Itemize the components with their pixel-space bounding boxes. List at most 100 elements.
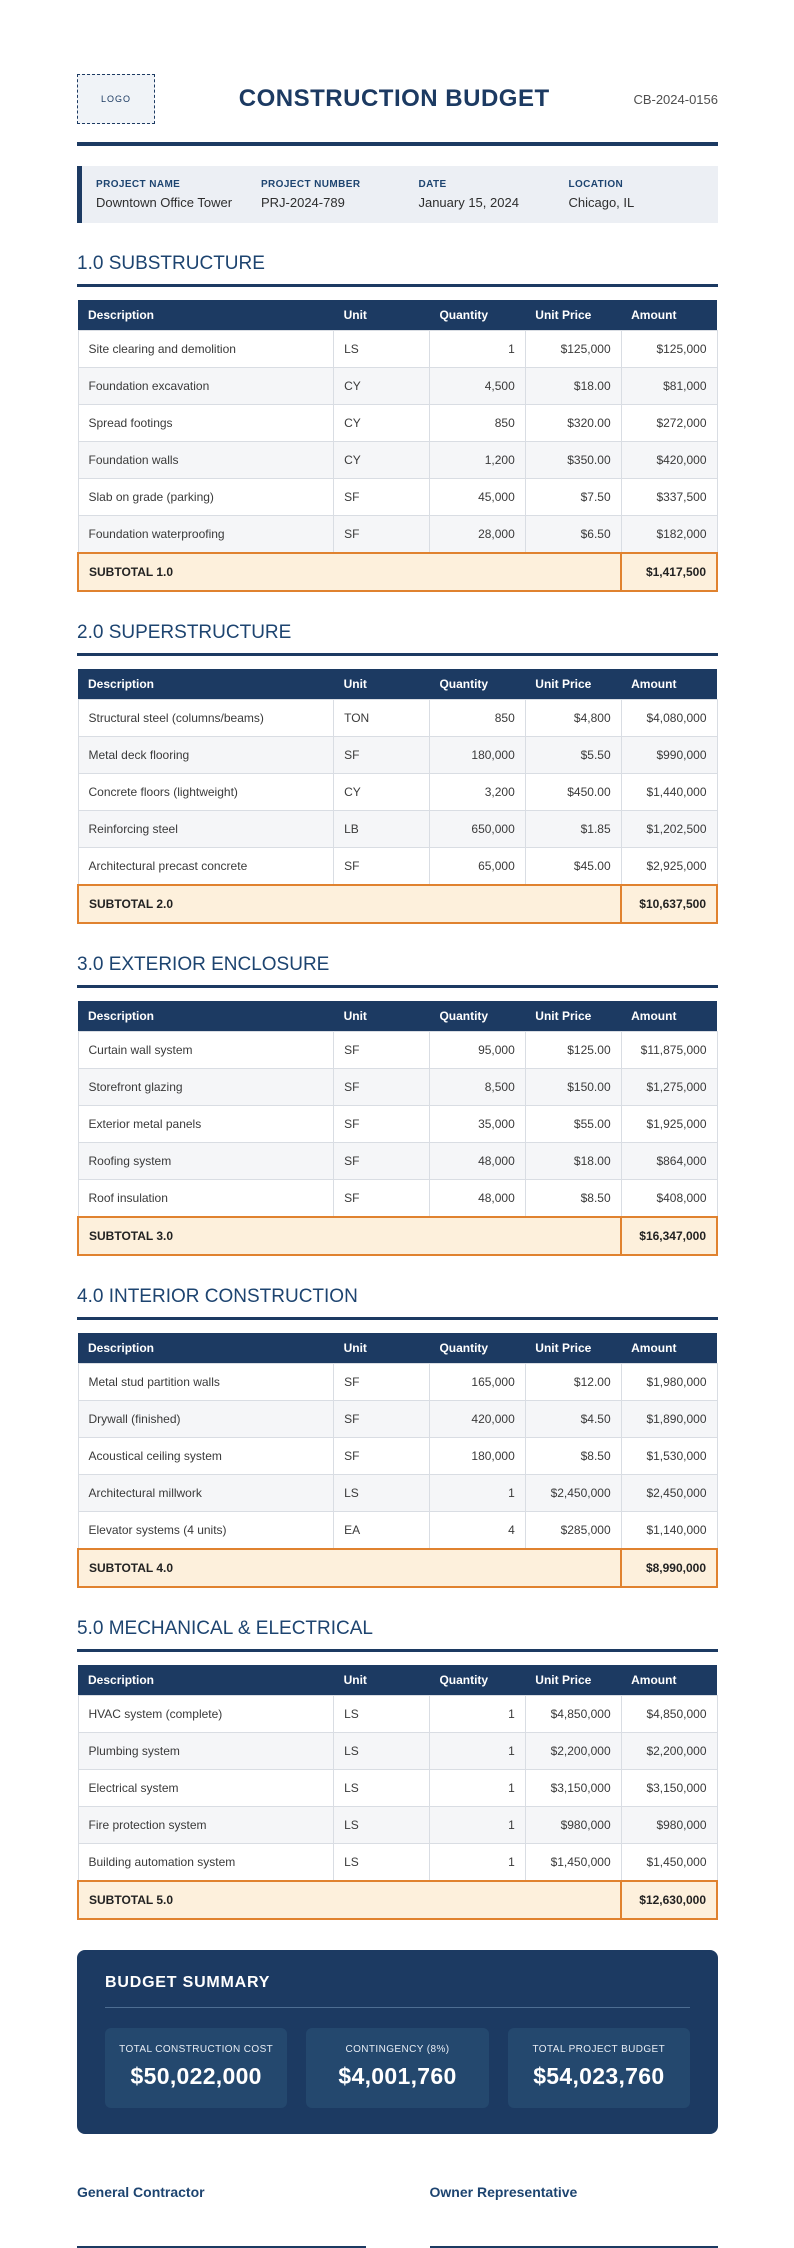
line-item-row: Site clearing and demolition LS 1 $125,000 $… bbox=[77, 330, 718, 368]
item-description: Slab on grade (parking) bbox=[77, 478, 335, 516]
line-item-row: Fire protection system LS 1 $980,000 $980,00… bbox=[77, 1806, 718, 1844]
item-quantity: 45,000 bbox=[428, 478, 526, 516]
item-unit-price: $45.00 bbox=[524, 847, 622, 886]
item-unit: SF bbox=[333, 1437, 430, 1475]
item-unit: SF bbox=[333, 1105, 430, 1143]
item-unit: SF bbox=[333, 847, 430, 886]
item-unit-price: $1.85 bbox=[524, 810, 622, 848]
document-title: CONSTRUCTION BUDGET bbox=[238, 85, 550, 112]
line-item-row: Reinforcing steel LB 650,000 $1.85 $1,202,50… bbox=[77, 810, 718, 848]
budget-section: 5.0 MECHANICAL & ELECTRICAL Description U… bbox=[76, 1618, 718, 1920]
general-contractor-signature-block: General Contractor Name: _______________… bbox=[77, 2184, 366, 2248]
line-item-row: Storefront glazing SF 8,500 $150.00 $1,275,0… bbox=[77, 1068, 718, 1106]
project-number-value: PRJ-2024-789 bbox=[260, 195, 345, 210]
item-unit: SF bbox=[333, 1142, 430, 1180]
total-construction-cost-value: $50,022,000 bbox=[130, 2063, 262, 2089]
item-amount: $11,875,000 bbox=[620, 1031, 718, 1069]
item-unit: CY bbox=[333, 404, 430, 442]
item-amount: $1,890,000 bbox=[620, 1400, 718, 1438]
item-unit-price: $2,200,000 bbox=[524, 1732, 622, 1770]
project-name-field: PROJECT NAME Downtown Office Tower bbox=[96, 179, 253, 210]
item-unit-price: $12.00 bbox=[524, 1363, 622, 1401]
budget-table: Description Unit Quantity Unit Price Amount … bbox=[76, 1333, 718, 1588]
column-header: Description bbox=[78, 300, 334, 331]
item-unit-price: $350.00 bbox=[524, 441, 622, 479]
project-number-label: PROJECT NUMBER bbox=[260, 179, 361, 190]
table-header-row: Description Unit Quantity Unit Price Amount bbox=[78, 1665, 717, 1696]
item-description: Building automation system bbox=[77, 1843, 335, 1882]
item-quantity: 65,000 bbox=[428, 847, 526, 886]
column-header: Quantity bbox=[429, 1665, 526, 1696]
section-title: 4.0 INTERIOR CONSTRUCTION bbox=[77, 1286, 718, 1320]
item-unit-price: $55.00 bbox=[524, 1105, 622, 1143]
item-description: Curtain wall system bbox=[77, 1031, 335, 1069]
item-quantity: 95,000 bbox=[428, 1031, 526, 1069]
budget-section: 1.0 SUBSTRUCTURE Description Unit Quantity… bbox=[76, 253, 718, 592]
subtotal-amount: $16,347,000 bbox=[620, 1216, 718, 1256]
item-amount: $1,980,000 bbox=[620, 1363, 718, 1401]
item-unit-price: $150.00 bbox=[524, 1068, 622, 1106]
column-header: Unit Price bbox=[525, 1333, 622, 1364]
item-description: Acoustical ceiling system bbox=[77, 1437, 335, 1475]
item-unit-price: $8.50 bbox=[524, 1437, 622, 1475]
subtotal-label: SUBTOTAL 3.0 bbox=[76, 1216, 623, 1256]
subtotal-row: SUBTOTAL 5.0 $12,630,000 bbox=[76, 1880, 718, 1920]
line-item-row: Drywall (finished) SF 420,000 $4.50 $1,890,0… bbox=[77, 1400, 718, 1438]
contingency-card: CONTINGENCY (8%) $4,001,760 bbox=[306, 2028, 489, 2108]
owner-representative-heading: Owner Representative bbox=[429, 2184, 578, 2200]
item-unit: SF bbox=[333, 1363, 430, 1401]
column-header: Unit bbox=[333, 1665, 430, 1696]
item-unit-price: $4.50 bbox=[524, 1400, 622, 1438]
column-header: Unit bbox=[333, 300, 430, 331]
subtotal-row: SUBTOTAL 2.0 $10,637,500 bbox=[76, 884, 718, 924]
item-description: Metal deck flooring bbox=[77, 736, 335, 774]
item-amount: $1,450,000 bbox=[620, 1843, 718, 1882]
date-label: DATE bbox=[418, 179, 447, 190]
table-header-row: Description Unit Quantity Unit Price Amount bbox=[78, 1001, 717, 1032]
column-header: Unit Price bbox=[525, 669, 622, 700]
line-item-row: Building automation system LS 1 $1,450,000 $… bbox=[77, 1843, 718, 1882]
item-quantity: 35,000 bbox=[428, 1105, 526, 1143]
table-header-row: Description Unit Quantity Unit Price Amount bbox=[78, 1333, 717, 1364]
item-quantity: 180,000 bbox=[428, 736, 526, 774]
item-description: Plumbing system bbox=[77, 1732, 335, 1770]
item-quantity: 650,000 bbox=[428, 810, 526, 848]
item-amount: $4,080,000 bbox=[620, 699, 718, 737]
budget-table: Description Unit Quantity Unit Price Amount … bbox=[76, 669, 718, 924]
item-amount: $864,000 bbox=[620, 1142, 718, 1180]
column-header: Unit bbox=[333, 669, 430, 700]
location-field: LOCATION Chicago, IL bbox=[568, 179, 718, 210]
item-unit-price: $2,450,000 bbox=[524, 1474, 622, 1512]
column-header: Unit bbox=[333, 1333, 430, 1364]
item-unit-price: $980,000 bbox=[524, 1806, 622, 1844]
section-title: 3.0 EXTERIOR ENCLOSURE bbox=[77, 954, 718, 988]
subtotal-amount: $10,637,500 bbox=[620, 884, 718, 924]
item-amount: $81,000 bbox=[620, 367, 718, 405]
item-description: Spread footings bbox=[77, 404, 335, 442]
line-item-row: Exterior metal panels SF 35,000 $55.00 $1,92… bbox=[77, 1105, 718, 1143]
total-project-budget-card: TOTAL PROJECT BUDGET $54,023,760 bbox=[507, 2028, 690, 2108]
item-unit-price: $4,850,000 bbox=[524, 1695, 622, 1733]
item-quantity: 165,000 bbox=[428, 1363, 526, 1401]
item-quantity: 4 bbox=[428, 1511, 526, 1550]
line-item-row: Slab on grade (parking) SF 45,000 $7.50 $337… bbox=[77, 478, 718, 516]
item-quantity: 8,500 bbox=[428, 1068, 526, 1106]
budget-table: Description Unit Quantity Unit Price Amount … bbox=[76, 300, 718, 592]
item-unit-price: $5.50 bbox=[524, 736, 622, 774]
budget-table: Description Unit Quantity Unit Price Amount … bbox=[76, 1001, 718, 1256]
project-info-bar: PROJECT NAME Downtown Office Tower PROJE… bbox=[77, 166, 718, 223]
item-quantity: 1 bbox=[428, 1474, 526, 1512]
item-description: Foundation walls bbox=[77, 441, 335, 479]
item-unit: SF bbox=[333, 478, 430, 516]
column-header: Amount bbox=[621, 1333, 717, 1364]
item-unit: SF bbox=[333, 1179, 430, 1218]
section-title: 2.0 SUPERSTRUCTURE bbox=[77, 622, 718, 656]
budget-summary-title: BUDGET SUMMARY bbox=[105, 1974, 271, 1991]
item-unit-price: $18.00 bbox=[524, 1142, 622, 1180]
column-header: Quantity bbox=[429, 1333, 526, 1364]
item-quantity: 48,000 bbox=[428, 1179, 526, 1218]
item-unit-price: $7.50 bbox=[524, 478, 622, 516]
item-unit: LS bbox=[333, 330, 430, 368]
item-amount: $1,440,000 bbox=[620, 773, 718, 811]
item-description: Architectural precast concrete bbox=[77, 847, 335, 886]
